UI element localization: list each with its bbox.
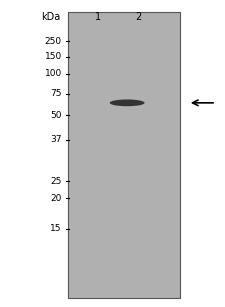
Text: 250: 250 [45,37,62,46]
Text: 1: 1 [95,12,101,22]
Bar [68,12,180,298]
Text: 25: 25 [50,177,62,186]
Text: 2: 2 [135,12,142,22]
Text: 150: 150 [45,52,62,61]
Text: 15: 15 [50,224,62,233]
Text: 37: 37 [50,135,62,144]
Ellipse shape [110,99,144,106]
Text: 100: 100 [45,69,62,78]
Text: 20: 20 [50,193,62,203]
Text: kDa: kDa [41,12,61,22]
Text: 50: 50 [50,111,62,120]
Text: 75: 75 [50,89,62,98]
